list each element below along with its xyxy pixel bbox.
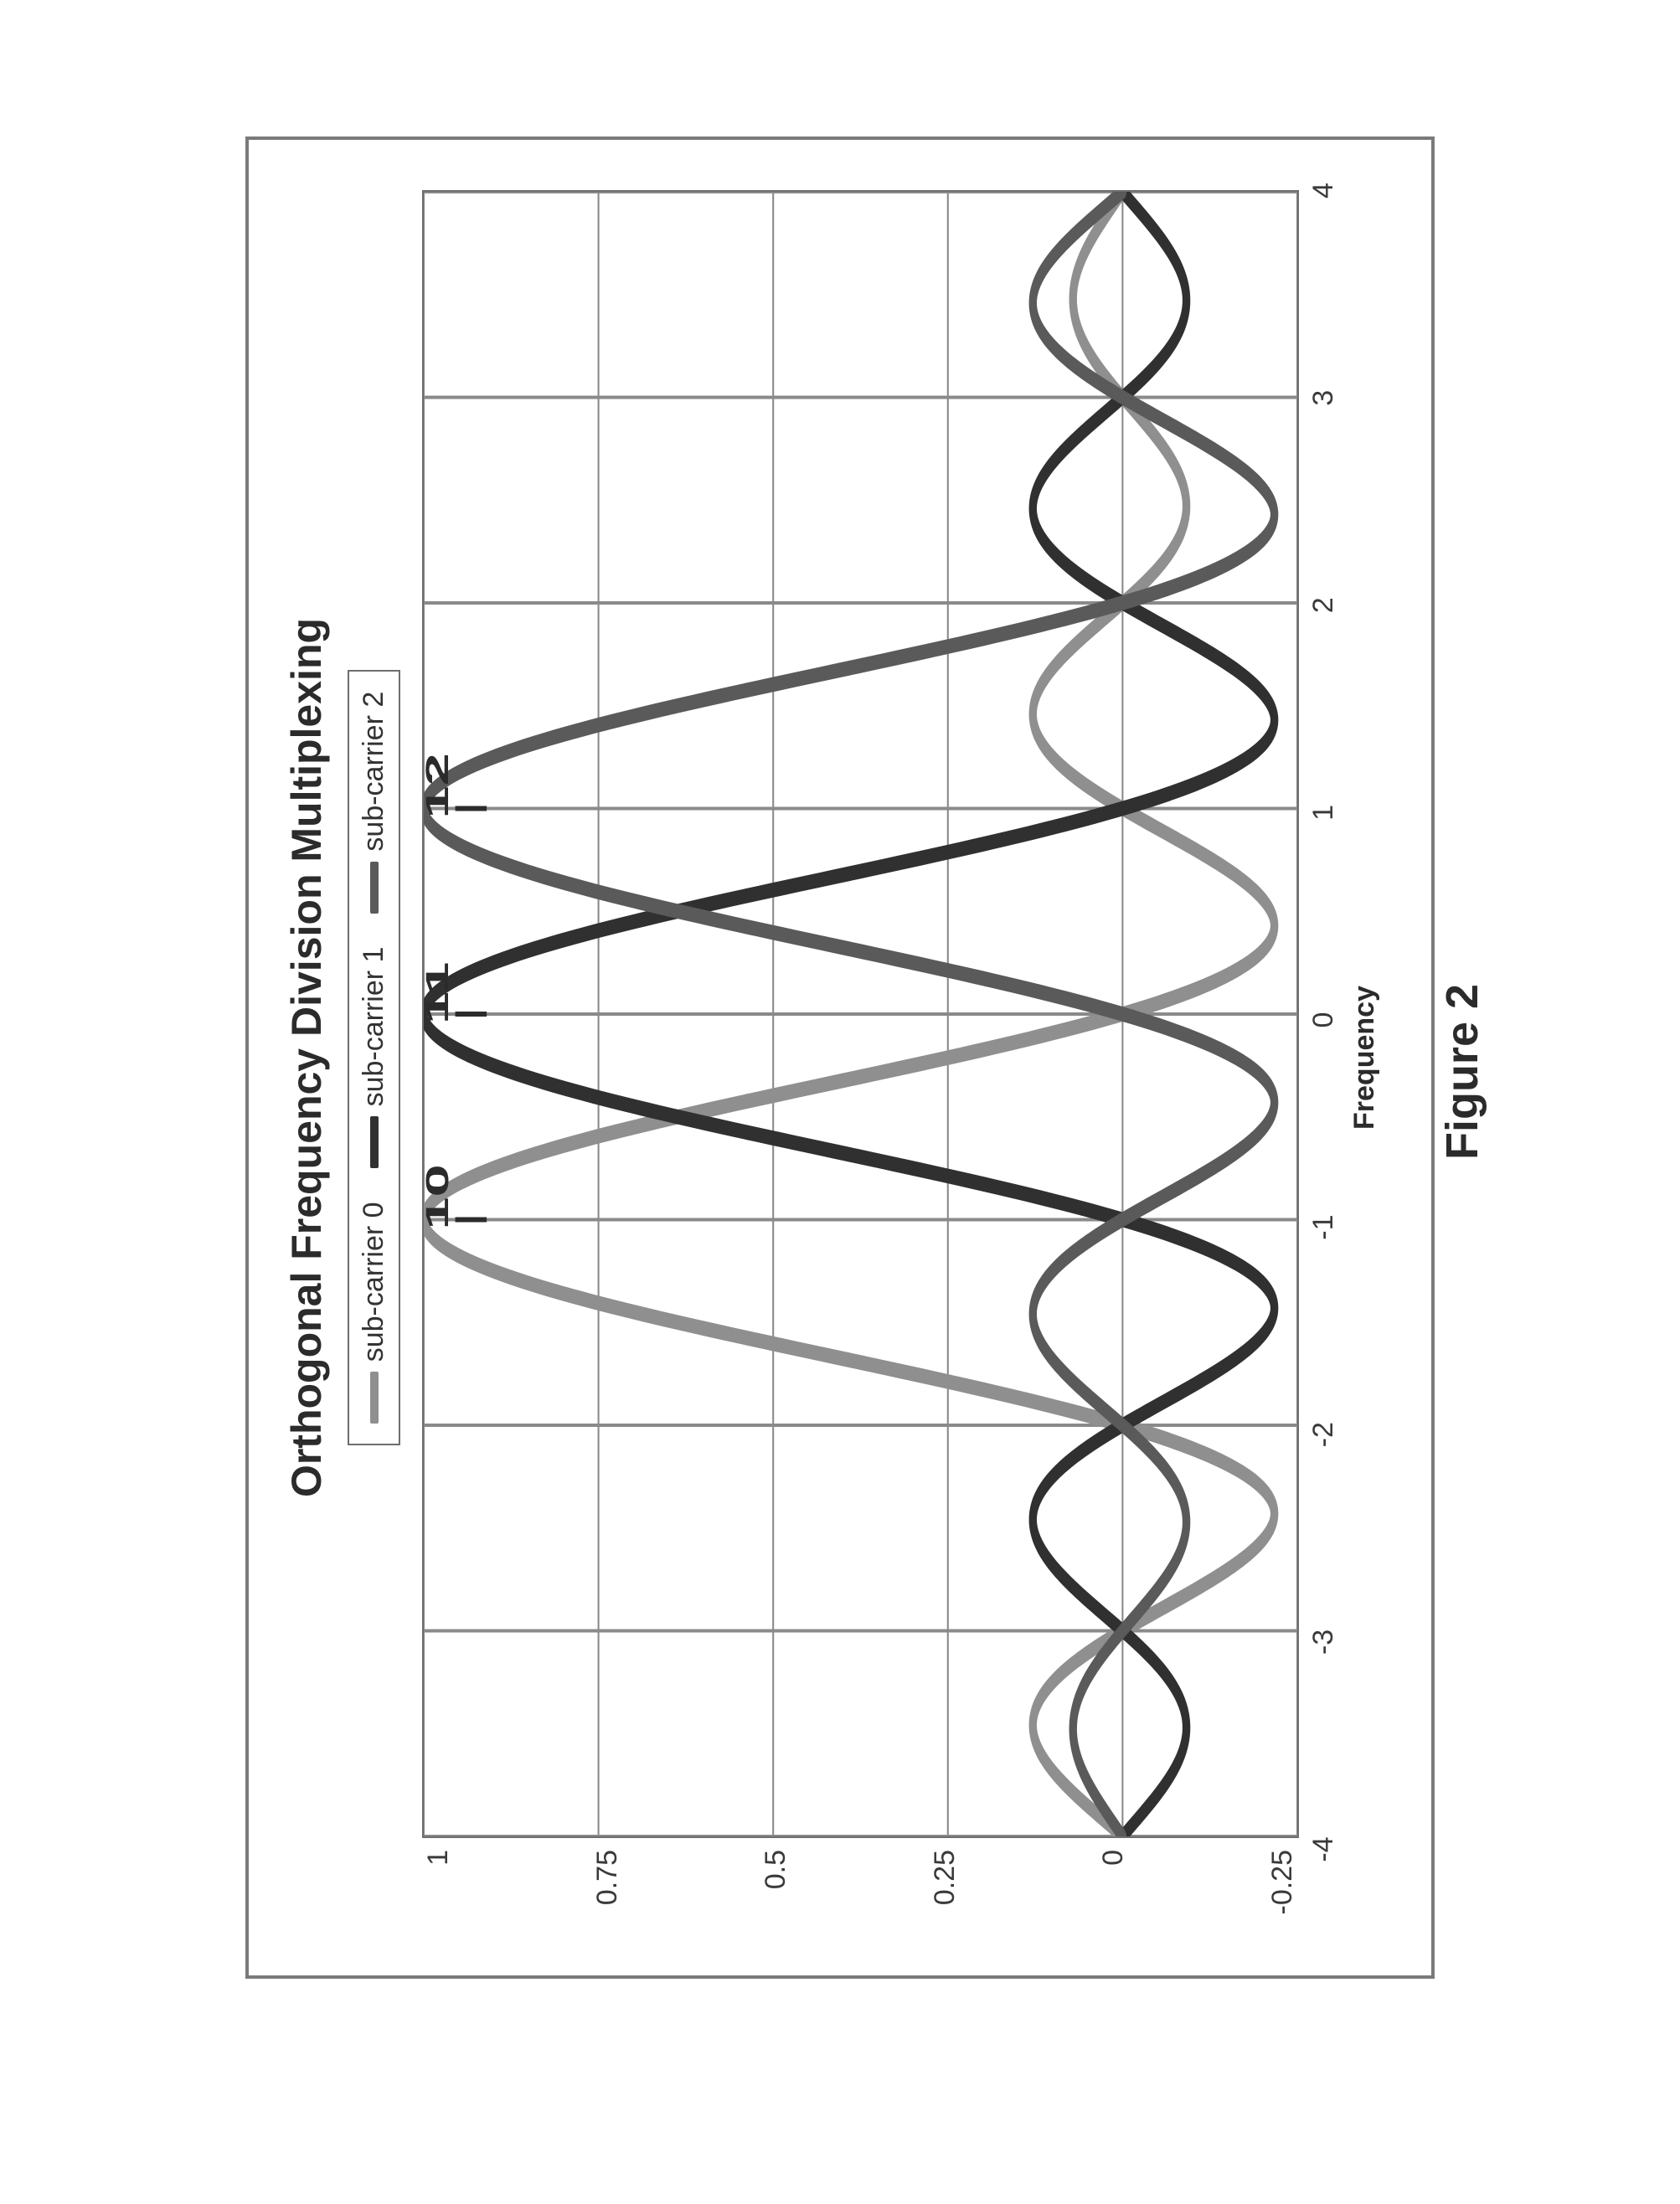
legend: sub-carrier 0 sub-carrier 1 sub-carrier 2 bbox=[348, 670, 400, 1446]
legend-item: sub-carrier 1 bbox=[358, 947, 390, 1169]
y-tick-label: 0.5 bbox=[760, 1850, 792, 1889]
y-axis-ticks: 1 0.75 0.5 0.25 0 -0.25 bbox=[422, 1838, 1299, 1925]
figure-caption: Figure 2 bbox=[1436, 984, 1488, 1160]
x-tick-label: 0 bbox=[1307, 1020, 1340, 1021]
legend-label: sub-carrier 2 bbox=[358, 692, 390, 852]
chart-panel: Orthogonal Frequency Division Multiplexi… bbox=[245, 136, 1435, 1979]
x-axis-label: Frequency bbox=[1348, 190, 1381, 1925]
x-tick-label: 3 bbox=[1307, 398, 1340, 399]
legend-item: sub-carrier 0 bbox=[358, 1202, 390, 1424]
plot-svg: 10 11 12 bbox=[424, 192, 1297, 1836]
plot-wrap: 10.750.50.250-0.25 101112 -4-3-2-101234 … bbox=[422, 190, 1381, 1925]
legend-swatch bbox=[370, 1117, 379, 1169]
legend-label: sub-carrier 0 bbox=[358, 1202, 390, 1362]
x-tick-label: 2 bbox=[1307, 605, 1340, 606]
x-tick-label: -1 bbox=[1307, 1227, 1340, 1228]
y-tick-label: -0.25 bbox=[1266, 1850, 1299, 1915]
chart-title: Orthogonal Frequency Division Multiplexi… bbox=[282, 190, 331, 1925]
legend-item: sub-carrier 2 bbox=[358, 692, 390, 914]
plot-area: 10 11 12 bbox=[422, 190, 1299, 1838]
legend-swatch bbox=[370, 1372, 379, 1424]
legend-swatch bbox=[370, 862, 379, 914]
y-tick-label: 1 bbox=[422, 1850, 455, 1866]
x-tick-label: -2 bbox=[1307, 1434, 1340, 1435]
x-tick-label: -4 bbox=[1307, 1849, 1340, 1850]
y-tick-label: 0.25 bbox=[929, 1850, 961, 1905]
svg-text:10: 10 bbox=[424, 1165, 455, 1231]
x-axis-ticks: -4 -3 -2 -1 0 1 2 3 4 bbox=[1299, 190, 1340, 1850]
chart-panel-wrap: Orthogonal Frequency Division Multiplexi… bbox=[245, 136, 1435, 1979]
legend-label: sub-carrier 1 bbox=[358, 947, 390, 1107]
x-tick-label: 4 bbox=[1307, 190, 1340, 191]
y-tick-label: 0.75 bbox=[591, 1850, 624, 1905]
x-tick-label: 1 bbox=[1307, 812, 1340, 813]
svg-text:11: 11 bbox=[424, 962, 455, 1025]
x-tick-label: -3 bbox=[1307, 1642, 1340, 1643]
svg-text:12: 12 bbox=[424, 754, 455, 820]
y-tick-label: 0 bbox=[1097, 1850, 1130, 1866]
